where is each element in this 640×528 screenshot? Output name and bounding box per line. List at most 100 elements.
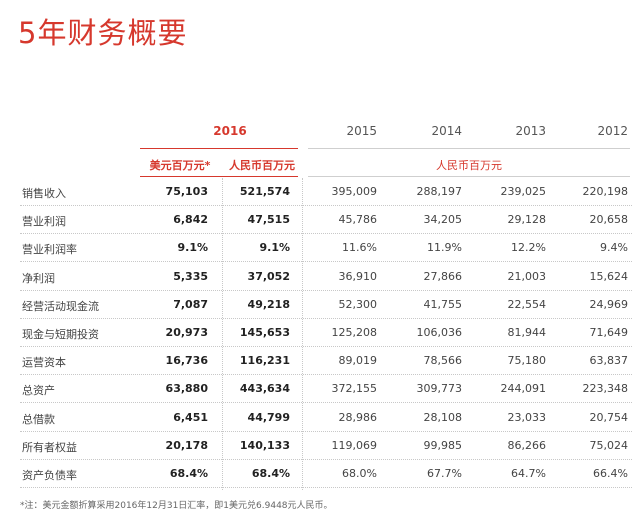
cell-rmb-2016: 145,653	[239, 326, 290, 339]
cell-usd-2016: 20,178	[165, 438, 208, 452]
row-divider	[20, 402, 632, 404]
cell-usd-2016: 5,335	[173, 269, 208, 283]
cell-2013: 86,266	[507, 438, 547, 452]
footnote: *注：美元金额折算采用2016年12月31日汇率，即1美元兑6.9448元人民币…	[20, 501, 333, 511]
cell-usd-2016: 9.1%	[177, 241, 208, 255]
cell-2014: 67.7%	[427, 467, 462, 480]
cell-2014: 288,197	[416, 185, 463, 198]
cell-2014: 34,205	[423, 213, 463, 227]
cell-2012: 71,649	[589, 326, 629, 339]
cell-2013: 23,033	[507, 410, 547, 424]
row-label: 总资产	[22, 384, 55, 398]
row-divider	[20, 317, 632, 319]
row-divider	[20, 205, 632, 206]
cell-2012: 15,624	[589, 269, 629, 283]
cell-2015: 89,019	[338, 354, 378, 368]
column-divider-usd-rmb	[222, 178, 223, 490]
cell-2013: 22,554	[507, 297, 547, 311]
cell-2014: 11.9%	[427, 241, 462, 255]
page-title: 5年财务概要	[18, 16, 188, 50]
cell-2013: 29,128	[507, 213, 547, 227]
cell-2015: 125,208	[331, 326, 378, 339]
cell-2015: 45,786	[338, 213, 378, 227]
cell-2012: 66.4%	[593, 467, 628, 480]
table-row: 现金与短期投资 20,973 145,653 125,208 106,036 81,944…	[0, 321, 640, 347]
cell-2015: 52,300	[338, 297, 378, 311]
cell-2012: 220,198	[582, 185, 629, 198]
cell-rmb-2016: 140,133	[239, 438, 290, 452]
cell-rmb-2016: 9.1%	[259, 241, 290, 255]
cell-usd-2016: 6,842	[173, 213, 208, 227]
unit-rmb-others: 人民币百万元	[436, 159, 502, 172]
cell-usd-2016: 6,451	[173, 410, 208, 424]
row-label: 营业利润	[22, 215, 66, 229]
cell-2014: 78,566	[423, 354, 463, 368]
cell-2014: 106,036	[416, 326, 463, 339]
cell-rmb-2016: 521,574	[239, 185, 290, 198]
cell-2015: 372,155	[331, 382, 378, 396]
row-divider	[20, 346, 632, 347]
cell-2014: 27,866	[423, 269, 463, 283]
cell-2014: 309,773	[416, 382, 463, 396]
cell-2015: 395,009	[331, 185, 378, 198]
table-row: 销售收入 75,103 521,574 395,009 288,197 239,025 22…	[0, 180, 640, 206]
cell-rmb-2016: 47,515	[247, 213, 290, 227]
year-header-row: 2016 2015 2014 2013 2012	[0, 124, 640, 146]
row-divider	[20, 261, 632, 263]
cell-2015: 119,069	[331, 438, 378, 452]
cell-2012: 9.4%	[600, 241, 628, 255]
cell-2015: 11.6%	[342, 241, 377, 255]
cell-rmb-2016: 44,799	[247, 410, 290, 424]
cell-2013: 75,180	[507, 354, 547, 368]
cell-2014: 41,755	[423, 297, 463, 311]
cell-2013: 12.2%	[511, 241, 546, 255]
row-divider	[20, 430, 632, 432]
cell-2013: 21,003	[507, 269, 547, 283]
row-label: 净利润	[22, 271, 55, 285]
cell-2014: 99,985	[423, 438, 463, 452]
cell-rmb-2016: 37,052	[247, 269, 290, 283]
unit-others-underline	[308, 176, 630, 177]
year-2012: 2012	[597, 124, 628, 138]
year-2014: 2014	[431, 124, 462, 138]
cell-2014: 28,108	[423, 410, 463, 424]
cell-2012: 20,754	[589, 410, 629, 424]
row-divider	[20, 289, 632, 291]
cell-usd-2016: 75,103	[165, 185, 208, 198]
cell-2012: 20,658	[589, 213, 629, 227]
table-row: 总资产 63,880 443,634 372,155 309,773 244,091 223…	[0, 377, 640, 404]
cell-usd-2016: 68.4%	[169, 467, 208, 480]
year-2015: 2015	[346, 124, 377, 138]
year-2016: 2016	[213, 124, 247, 138]
cell-usd-2016: 20,973	[165, 326, 208, 339]
cell-rmb-2016: 443,634	[239, 382, 290, 396]
row-divider	[20, 487, 632, 488]
cell-usd-2016: 16,736	[165, 354, 208, 368]
row-label: 经营活动现金流	[22, 299, 99, 313]
cell-2015: 28,986	[338, 410, 378, 424]
cell-2012: 223,348	[582, 382, 629, 396]
row-divider	[20, 374, 632, 376]
unit-rmb-2016: 人民币百万元	[229, 159, 295, 172]
row-label: 资产负债率	[22, 469, 77, 482]
cell-rmb-2016: 116,231	[239, 354, 290, 368]
unit-2016-underline	[140, 176, 298, 177]
cell-2015: 68.0%	[342, 467, 377, 480]
table-row: 营业利润率 9.1% 9.1% 11.6% 11.9% 12.2% 9.4%	[0, 236, 640, 263]
row-label: 现金与短期投资	[22, 328, 99, 341]
table-row: 总借款 6,451 44,799 28,986 28,108 23,033 20,754	[0, 406, 640, 432]
table-row: 营业利润 6,842 47,515 45,786 34,205 29,128 20,658	[0, 208, 640, 235]
row-label: 运营资本	[22, 356, 66, 370]
unit-usd: 美元百万元*	[149, 159, 211, 172]
row-label: 销售收入	[22, 187, 66, 200]
row-divider	[20, 458, 632, 460]
cell-2012: 63,837	[589, 354, 629, 368]
row-label: 营业利润率	[22, 243, 77, 257]
cell-2012: 75,024	[589, 438, 629, 452]
cell-2012: 24,969	[589, 297, 629, 311]
cell-2013: 244,091	[500, 382, 547, 396]
row-divider	[20, 233, 632, 235]
row-label: 总借款	[22, 412, 55, 426]
cell-2013: 81,944	[507, 326, 547, 339]
table-row: 经营活动现金流 7,087 49,218 52,300 41,755 22,554 24,9…	[0, 293, 640, 319]
